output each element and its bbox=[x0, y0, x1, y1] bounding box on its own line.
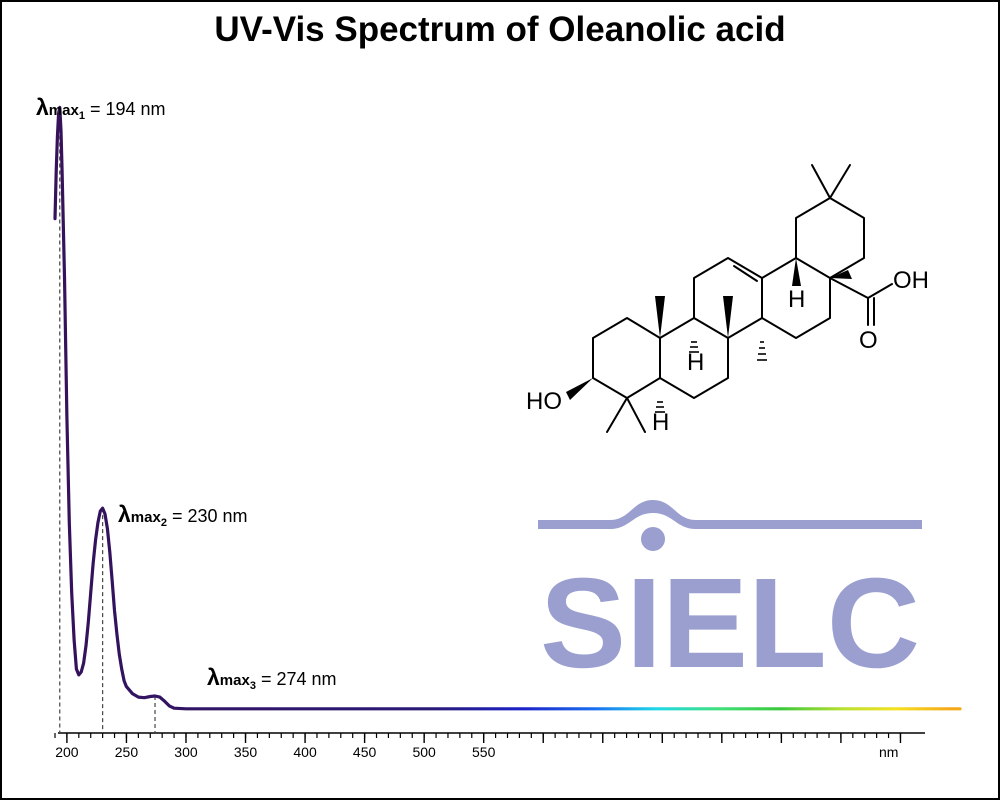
x-tick-label: 200 bbox=[55, 744, 79, 760]
peak-label-2: λmax2 = 230 nm bbox=[118, 501, 248, 529]
ring-a bbox=[592, 317, 661, 399]
o-label: O bbox=[859, 327, 878, 354]
ring-b bbox=[659, 317, 729, 399]
h-label-3: H bbox=[788, 286, 805, 313]
ring-e bbox=[795, 197, 865, 279]
hashed-bonds bbox=[655, 341, 767, 413]
chart-title: UV-Vis Spectrum of Oleanolic acid bbox=[214, 10, 786, 49]
sielc-logo: SIELC bbox=[538, 500, 922, 675]
ring-d bbox=[761, 257, 831, 339]
x-tick-label: 500 bbox=[412, 744, 436, 760]
peak-label-1: λmax1 = 194 nm bbox=[36, 94, 166, 122]
h-wedge bbox=[792, 258, 801, 286]
methyl-wedge-2 bbox=[723, 296, 733, 338]
h-label-1: H bbox=[687, 349, 704, 376]
logo-dot bbox=[641, 527, 665, 551]
peak-label-3: λmax3 = 274 nm bbox=[207, 664, 337, 692]
x-tick-label: nm bbox=[879, 744, 898, 760]
ring-c bbox=[693, 257, 763, 339]
ho-wedge bbox=[566, 378, 593, 400]
x-tick-label: 250 bbox=[115, 744, 139, 760]
peak-guides bbox=[59, 107, 156, 733]
cooh-wedge bbox=[830, 270, 852, 279]
methyl-wedge-1 bbox=[655, 296, 665, 338]
oleanolic-acid-structure: HO OH O H H H bbox=[526, 164, 929, 436]
x-axis: 200 250 300 350 400 450 500 550 nm bbox=[54, 732, 925, 760]
x-tick-label: 400 bbox=[293, 744, 317, 760]
ho-label: HO bbox=[526, 388, 562, 415]
spectrum-line bbox=[53, 105, 962, 711]
x-tick-label: 300 bbox=[174, 744, 198, 760]
oh-label: OH bbox=[893, 267, 929, 294]
x-tick-label: 550 bbox=[472, 744, 496, 760]
x-tick-label: 350 bbox=[234, 744, 258, 760]
x-tick-label: 450 bbox=[353, 744, 377, 760]
logo-swoosh bbox=[538, 500, 922, 529]
logo-text: SIELC bbox=[540, 552, 920, 675]
h-label-2: H bbox=[652, 409, 669, 436]
